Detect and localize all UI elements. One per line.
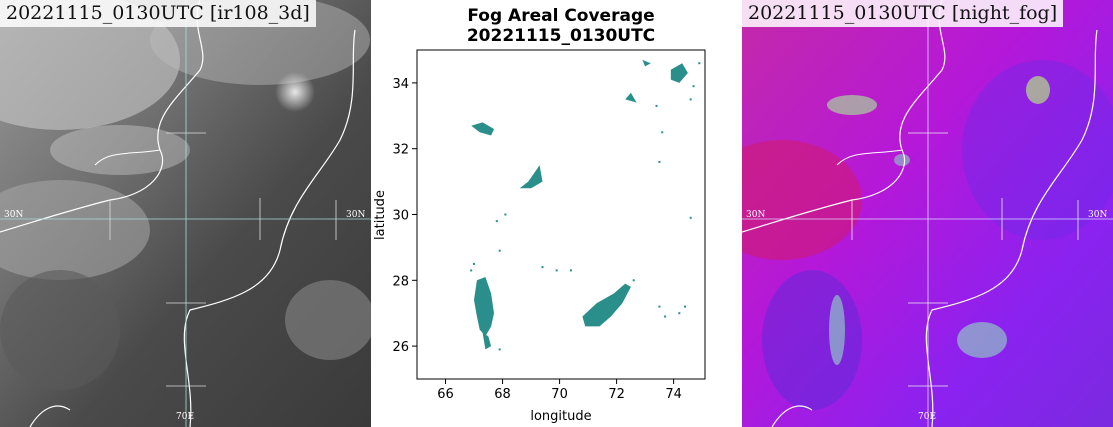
fog-pixel — [570, 269, 572, 272]
fog-pixel — [632, 279, 635, 282]
x-tick-label: 70 — [551, 387, 568, 402]
y-tick-label: 28 — [392, 274, 409, 289]
ir108-title: 20221115_0130UTC [ir108_3d] — [0, 0, 316, 27]
fog-patch-nw — [471, 122, 494, 136]
x-axis: 66 68 70 72 74 — [437, 379, 682, 402]
fog-pixel — [658, 160, 661, 163]
x-tick-label: 68 — [494, 387, 511, 402]
plot-area — [470, 59, 701, 351]
fog-pixel — [698, 62, 701, 65]
y-tick-label: 30 — [392, 209, 409, 224]
y-axis: 26 28 30 32 34 — [392, 77, 417, 355]
lon-label: 70E — [918, 412, 937, 422]
fog-patch-ne — [670, 63, 688, 83]
fog-coverage-chart: Fog Areal Coverage 20221115_0130UTC 66 68… — [373, 6, 706, 424]
chart-title: Fog Areal Coverage — [467, 6, 654, 26]
y-axis-label: latitude — [373, 190, 388, 240]
fog-pixel — [470, 269, 473, 272]
lat-label-right: 30N — [1088, 210, 1108, 220]
fog-pixel — [661, 131, 664, 134]
fog-pixel — [495, 220, 498, 223]
ir108-image-panel: 20221115_0130UTC [ir108_3d] 30N 30N 70E — [0, 0, 371, 427]
x-tick-label: 66 — [437, 387, 454, 402]
fog-pixel — [689, 216, 692, 219]
fog-patch-mid-north — [519, 165, 543, 189]
fog-pixel — [473, 262, 475, 265]
y-tick-label: 26 — [392, 340, 409, 355]
x-tick-label: 74 — [665, 387, 682, 402]
x-axis-label: longitude — [530, 409, 591, 424]
fog-pixel — [541, 266, 544, 269]
border-line — [183, 29, 356, 427]
night-fog-title: 20221115_0130UTC [night_fog] — [742, 0, 1064, 27]
fog-pixel — [658, 305, 661, 308]
fog-pixel — [664, 315, 667, 318]
fog-pixel — [692, 85, 695, 88]
lat-label-left: 30N — [4, 210, 24, 220]
y-tick-label: 32 — [392, 143, 409, 158]
x-tick-label: 72 — [608, 387, 625, 402]
lon-label: 70E — [176, 412, 195, 422]
fog-patch-se-large — [582, 283, 631, 327]
fog-patch-east-dots — [625, 92, 637, 103]
fog-pixel — [678, 312, 681, 315]
fog-pixel — [655, 104, 658, 107]
y-tick-label: 34 — [392, 77, 409, 92]
fog-patch-sw-large — [474, 277, 494, 337]
fog-pixel — [555, 269, 558, 272]
fog-patch-sw-tail — [482, 332, 492, 350]
border-line — [925, 29, 1098, 427]
night-fog-image-panel: 20221115_0130UTC [night_fog] 30N 30N 70E — [742, 0, 1113, 427]
chart-subtitle: 20221115_0130UTC — [467, 26, 655, 46]
plot-frame — [416, 49, 706, 380]
fog-pixel — [689, 98, 692, 101]
ir108-satellite-image — [0, 0, 371, 427]
lat-label-left: 30N — [746, 210, 766, 220]
fog-pixel — [684, 305, 686, 308]
lat-label-right: 30N — [346, 210, 366, 220]
fog-pixel — [498, 249, 501, 252]
fog-patch-ne-top — [642, 59, 651, 67]
fog-pixel — [498, 348, 501, 351]
fog-pixel — [504, 213, 507, 216]
fog-coverage-chart-panel: Fog Areal Coverage 20221115_0130UTC 66 68… — [371, 0, 742, 427]
night-fog-satellite-image — [742, 0, 1113, 427]
